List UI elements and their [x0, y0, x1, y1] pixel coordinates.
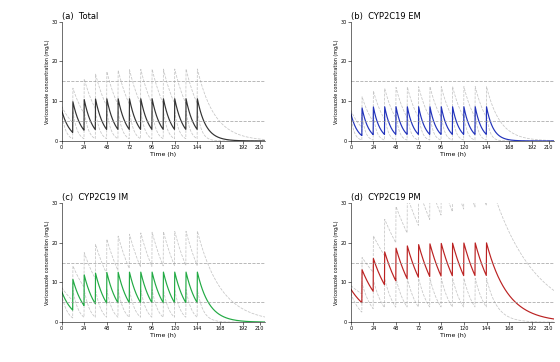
- Y-axis label: Voriconazole concentration (mg/L): Voriconazole concentration (mg/L): [334, 39, 339, 123]
- X-axis label: Time (h): Time (h): [150, 333, 176, 338]
- Text: (c)  CYP2C19 IM: (c) CYP2C19 IM: [62, 193, 128, 202]
- Y-axis label: Voriconazole concentration (mg/L): Voriconazole concentration (mg/L): [45, 39, 50, 123]
- Y-axis label: Voriconazole concentration (mg/L): Voriconazole concentration (mg/L): [45, 220, 50, 305]
- Text: (d)  CYP2C19 PM: (d) CYP2C19 PM: [351, 193, 421, 202]
- X-axis label: Time (h): Time (h): [440, 333, 466, 338]
- X-axis label: Time (h): Time (h): [440, 152, 466, 156]
- X-axis label: Time (h): Time (h): [150, 152, 176, 156]
- Text: (a)  Total: (a) Total: [62, 12, 98, 21]
- Y-axis label: Voriconazole concentration (mg/L): Voriconazole concentration (mg/L): [334, 220, 339, 305]
- Text: (b)  CYP2C19 EM: (b) CYP2C19 EM: [351, 12, 421, 21]
